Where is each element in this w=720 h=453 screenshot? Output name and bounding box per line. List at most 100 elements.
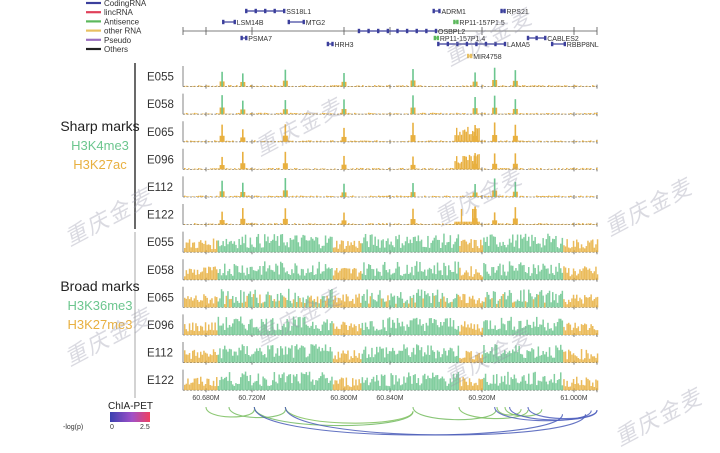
- signal-bar: [490, 141, 492, 142]
- signal-bar: [387, 295, 389, 307]
- signal-bar: [195, 248, 197, 252]
- gene-exon: [264, 9, 266, 13]
- signal-bar: [363, 294, 365, 307]
- signal-bar: [184, 114, 186, 115]
- signal-bar: [540, 113, 542, 114]
- signal-bar: [338, 384, 340, 391]
- signal-bar: [480, 113, 482, 114]
- signal-bar: [446, 141, 448, 142]
- signal-bar: [512, 266, 514, 280]
- signal-bar: [198, 274, 200, 280]
- signal-bar: [330, 290, 332, 307]
- signal-bar: [469, 328, 471, 335]
- signal-bar: [381, 240, 383, 252]
- signal-bar: [200, 326, 202, 335]
- signal-bar: [318, 347, 320, 363]
- signal-bar: [290, 113, 292, 114]
- signal-bar: [523, 327, 525, 335]
- gene-exon: [406, 29, 408, 33]
- signal-bar: [538, 223, 540, 224]
- signal-bar: [290, 196, 292, 197]
- signal-bar: [419, 350, 421, 362]
- signal-bar: [523, 375, 525, 390]
- signal-bar: [597, 274, 599, 279]
- signal-bar: [552, 358, 554, 363]
- gene-exon: [435, 29, 437, 33]
- signal-bar: [432, 241, 434, 253]
- signal-bar: [316, 169, 318, 170]
- signal-bar: [462, 240, 464, 252]
- signal-bar: [395, 304, 397, 308]
- signal-bar: [366, 269, 368, 280]
- signal-bar: [408, 196, 410, 197]
- signal-bar: [302, 317, 304, 335]
- signal-bar: [517, 329, 519, 335]
- signal-bar: [432, 141, 434, 142]
- signal-bar: [442, 223, 444, 224]
- signal-bar: [594, 356, 596, 362]
- signal-bar: [438, 271, 440, 280]
- gene-exon: [470, 54, 472, 58]
- signal-bar: [330, 237, 332, 253]
- signal-bar: [274, 272, 276, 280]
- signal-bar: [580, 224, 582, 225]
- signal-bar: [368, 141, 370, 142]
- signal-bar: [195, 323, 197, 335]
- signal-bar: [413, 319, 415, 335]
- signal-bar: [237, 355, 239, 362]
- signal-bar: [584, 113, 586, 114]
- signal-bar: [253, 327, 255, 335]
- signal-bar: [398, 298, 400, 308]
- signal-bar: [339, 329, 341, 335]
- signal-bar: [466, 382, 468, 390]
- signal-bar: [541, 290, 543, 307]
- signal-bar: [386, 85, 388, 86]
- signal-bar: [389, 386, 391, 390]
- signal-bar: [334, 168, 336, 169]
- signal-bar: [451, 348, 453, 362]
- signal-bar: [300, 113, 302, 114]
- signal-bar: [230, 327, 232, 335]
- signal-bar: [533, 373, 535, 391]
- signal-bar: [482, 277, 484, 280]
- signal-bar: [298, 224, 300, 225]
- signal-bar: [301, 238, 303, 253]
- signal-bar: [565, 302, 567, 307]
- signal-bar: [229, 242, 231, 253]
- signal-bar: [580, 196, 582, 197]
- signal-bar: [240, 317, 242, 335]
- signal-bar: [214, 323, 216, 335]
- signal-bar: [230, 241, 232, 252]
- signal-bar: [579, 331, 581, 335]
- signal-bar: [408, 355, 410, 362]
- signal-bar: [362, 323, 364, 335]
- signal-bar: [227, 381, 229, 390]
- signal-bar: [595, 244, 597, 252]
- signal-bar: [330, 323, 332, 335]
- signal-bar: [458, 234, 460, 252]
- signal-bar: [574, 271, 576, 280]
- signal-bar: [574, 85, 576, 86]
- signal-bar: [400, 292, 402, 307]
- signal-bar: [526, 241, 528, 252]
- signal-bar: [366, 86, 368, 87]
- signal-peak: [343, 156, 345, 169]
- signal-bar: [464, 240, 466, 252]
- signal-bar: [429, 355, 431, 363]
- signal-bar: [469, 155, 470, 170]
- signal-bar: [530, 384, 532, 390]
- signal-bar: [253, 270, 255, 280]
- signal-bar: [595, 358, 597, 363]
- signal-bar: [549, 381, 551, 390]
- signal-bar: [522, 302, 524, 308]
- signal-track: [184, 261, 598, 280]
- signal-bar: [376, 86, 378, 87]
- signal-bar: [400, 385, 402, 390]
- signal-bar: [228, 141, 230, 142]
- signal-bar: [334, 85, 336, 86]
- signal-bar: [288, 375, 290, 391]
- signal-bar: [547, 234, 549, 252]
- signal-bar: [232, 296, 234, 307]
- signal-bar: [325, 264, 327, 280]
- signal-bar: [254, 381, 256, 390]
